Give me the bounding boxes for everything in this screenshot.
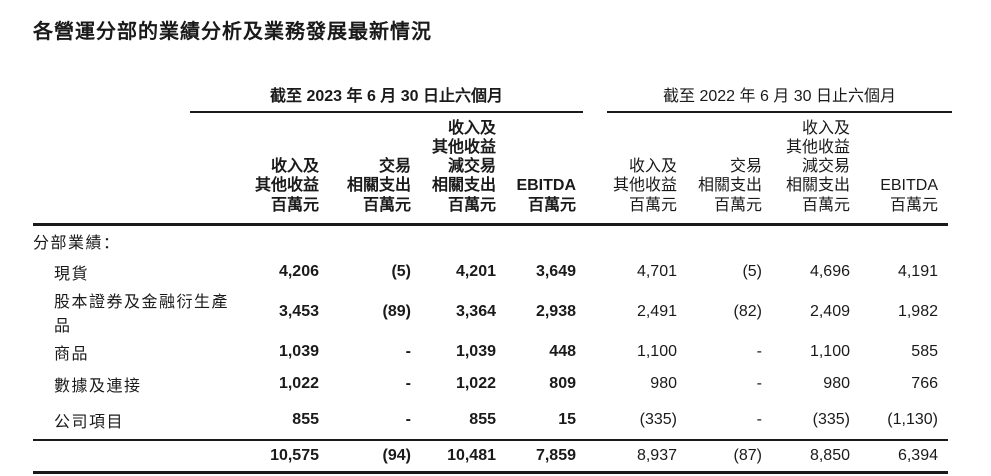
value-cell: 3,453 — [278, 303, 319, 320]
value-cell: 809 — [549, 375, 576, 392]
table-row-data-connectivity: 數據及連接 1,022 - 1,022 809 980 - 980 766 — [33, 368, 948, 400]
value-cell: 855 — [292, 410, 319, 428]
value-cell: (1,130) — [887, 410, 938, 428]
value-cell: 4,701 — [636, 263, 677, 280]
value-cell: 980 — [823, 375, 850, 392]
value-cell: (82) — [733, 303, 762, 320]
total-cell: (87) — [677, 439, 762, 474]
value-cell: 3,364 — [455, 303, 496, 320]
header-2022-ebitda: EBITDA 百萬元 — [850, 107, 948, 226]
value-cell: 4,201 — [455, 263, 496, 280]
header-2022-transaction-expenses: 交易 相關支出 百萬元 — [677, 107, 762, 226]
header-2023-ebitda: EBITDA 百萬元 — [496, 107, 576, 226]
value-cell: 1,022 — [278, 375, 319, 392]
value-cell: 3,649 — [535, 263, 576, 280]
value-cell: 2,409 — [809, 303, 850, 320]
value-cell: 1,022 — [455, 375, 496, 392]
table-row-total: 10,575 (94) 10,481 7,859 8,937 (87) 8,85… — [33, 439, 948, 474]
total-cell: (94) — [319, 439, 411, 474]
table-row-equities-derivatives: 股本證券及金融衍生產品 3,453 (89) 3,364 2,938 2,491… — [33, 288, 948, 336]
value-cell: 4,191 — [897, 263, 938, 280]
header-2023-revenue: 收入及 其他收益 百萬元 — [232, 107, 319, 226]
header-spacer — [33, 107, 232, 226]
value-cell: - — [756, 375, 762, 392]
row-label: 股本證券及金融衍生產品 — [54, 294, 230, 335]
value-cell: (5) — [742, 263, 762, 280]
value-cell: 15 — [558, 410, 576, 428]
total-cell: 6,394 — [850, 439, 948, 474]
value-cell: 1,100 — [809, 343, 850, 360]
column-header-row: 收入及 其他收益 百萬元 交易 相關支出 百萬元 收入及 其他收益 減交易 相關… — [33, 107, 948, 226]
row-label: 公司項目 — [54, 413, 125, 431]
value-cell: 766 — [911, 375, 938, 392]
header-2023-transaction-expenses: 交易 相關支出 百萬元 — [319, 107, 411, 226]
value-cell: - — [405, 410, 411, 428]
value-cell: 2,491 — [636, 303, 677, 320]
value-cell: 1,039 — [278, 343, 319, 360]
value-cell: 4,696 — [809, 263, 850, 280]
total-spacer — [33, 439, 232, 474]
header-2022-revenue: 收入及 其他收益 百萬元 — [603, 107, 677, 226]
value-cell: - — [405, 343, 411, 360]
value-cell: - — [756, 410, 762, 428]
value-cell: - — [405, 375, 411, 392]
row-label: 現貨 — [54, 266, 90, 283]
table-row-commodities: 商品 1,039 - 1,039 448 1,100 - 1,100 585 — [33, 336, 948, 368]
value-cell: 585 — [911, 343, 938, 360]
value-cell: 448 — [549, 343, 576, 360]
value-cell: 855 — [469, 410, 496, 428]
table-row-corporate-items: 公司項目 855 - 855 15 (335) - (335) (1,130) — [33, 400, 948, 440]
row-label: 數據及連接 — [54, 378, 142, 395]
value-cell: 1,982 — [897, 303, 938, 320]
total-cell: 8,850 — [762, 439, 850, 474]
total-cell: 10,481 — [411, 439, 496, 474]
value-cell: 980 — [650, 375, 677, 392]
header-2023-revenue-less-expenses: 收入及 其他收益 減交易 相關支出 百萬元 — [411, 107, 496, 226]
value-cell: (335) — [639, 410, 677, 428]
value-cell: (335) — [812, 410, 850, 428]
segment-results-table: 收入及 其他收益 百萬元 交易 相關支出 百萬元 收入及 其他收益 減交易 相關… — [33, 107, 948, 474]
total-cell: 7,859 — [496, 439, 576, 474]
section-label: 分部業績： — [33, 235, 121, 252]
value-cell: (5) — [391, 263, 411, 280]
value-cell: 2,938 — [535, 303, 576, 320]
value-cell: 4,206 — [278, 263, 319, 280]
value-cell: 1,100 — [636, 343, 677, 360]
value-cell: (89) — [382, 303, 411, 320]
header-2022-revenue-less-expenses: 收入及 其他收益 減交易 相關支出 百萬元 — [762, 107, 850, 226]
row-label: 商品 — [54, 346, 90, 363]
table-row-cash: 現貨 4,206 (5) 4,201 3,649 4,701 (5) 4,696… — [33, 256, 948, 288]
column-gap — [576, 107, 603, 226]
page-title: 各營運分部的業績分析及業務發展最新情況 — [33, 21, 432, 43]
total-cell: 8,937 — [603, 439, 677, 474]
value-cell: 1,039 — [455, 343, 496, 360]
total-cell: 10,575 — [232, 439, 319, 474]
value-cell: - — [756, 343, 762, 360]
section-header-row: 分部業績： — [33, 225, 948, 257]
